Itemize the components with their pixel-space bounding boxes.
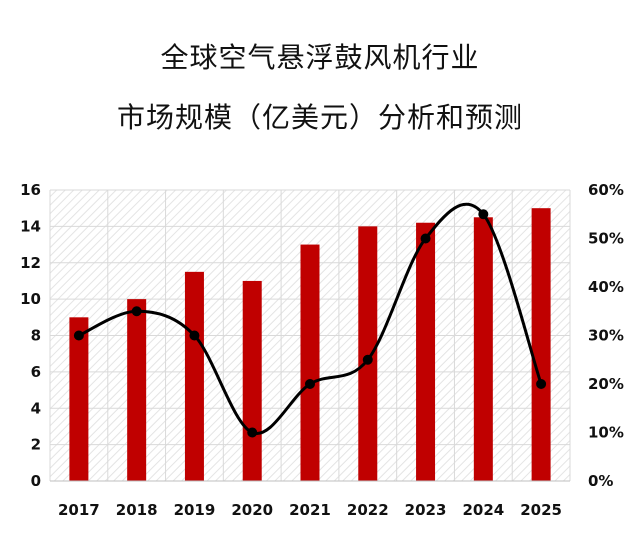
x-axis-tick-label: 2024: [462, 501, 504, 519]
left-axis-tick-label: 10: [20, 290, 41, 308]
axes: 0 2 4 6 8 10 12 14 16 0% 10% 20% 30% 40% 50% 60% 2017 201…: [20, 181, 624, 519]
x-axis-tick-label: 2017: [58, 501, 100, 519]
x-axis-tick-label: 2023: [405, 501, 447, 519]
x-axis-tick-label: 2021: [289, 501, 331, 519]
x-axis-tick-label: 2020: [231, 501, 273, 519]
chart-title-line-2: 市场规模（亿美元）分析和预测: [116, 101, 523, 134]
left-axis-tick-label: 12: [20, 254, 41, 272]
line-point: [536, 379, 547, 389]
right-axis-tick-label: 20%: [588, 375, 624, 393]
right-axis-tick-label: 30%: [588, 327, 624, 345]
x-axis-tick-label: 2022: [347, 501, 389, 519]
right-axis-tick-label: 60%: [588, 181, 624, 199]
line-point: [478, 209, 489, 220]
bar: [473, 217, 493, 481]
bar: [242, 280, 262, 481]
left-axis-tick-label: 4: [31, 399, 41, 417]
right-axis-tick-label: 10%: [588, 424, 624, 442]
chart-title-line-1: 全球空气悬浮鼓风机行业: [160, 41, 480, 74]
bar: [531, 208, 551, 481]
line-series: [73, 202, 547, 438]
line-point: [189, 330, 200, 341]
right-axis-tick-label: 50%: [588, 230, 624, 248]
x-axis-tick-label: 2019: [174, 501, 216, 519]
line-point: [362, 354, 373, 365]
left-axis-tick-label: 16: [20, 181, 41, 199]
line-point: [247, 427, 258, 438]
line-point: [420, 233, 431, 244]
left-axis-tick-label: 6: [31, 363, 41, 381]
left-axis-tick-label: 2: [31, 436, 41, 454]
x-axis-tick-label: 2018: [116, 501, 158, 519]
bar: [184, 271, 204, 481]
line-point: [73, 330, 84, 341]
bar: [358, 226, 378, 481]
bar-series: [69, 208, 551, 482]
x-axis-tick-label: 2025: [520, 501, 562, 519]
right-axis-tick-label: 40%: [588, 278, 624, 296]
line-point: [305, 379, 315, 389]
bar: [300, 244, 320, 481]
left-axis-tick-label: 14: [20, 217, 41, 235]
bar: [69, 317, 89, 481]
left-axis-tick-label: 0: [31, 472, 41, 490]
bar: [416, 222, 436, 482]
bar: [127, 299, 147, 481]
line-point: [131, 306, 142, 317]
right-axis-tick-label: 0%: [588, 472, 613, 490]
left-axis-tick-label: 8: [31, 327, 41, 345]
